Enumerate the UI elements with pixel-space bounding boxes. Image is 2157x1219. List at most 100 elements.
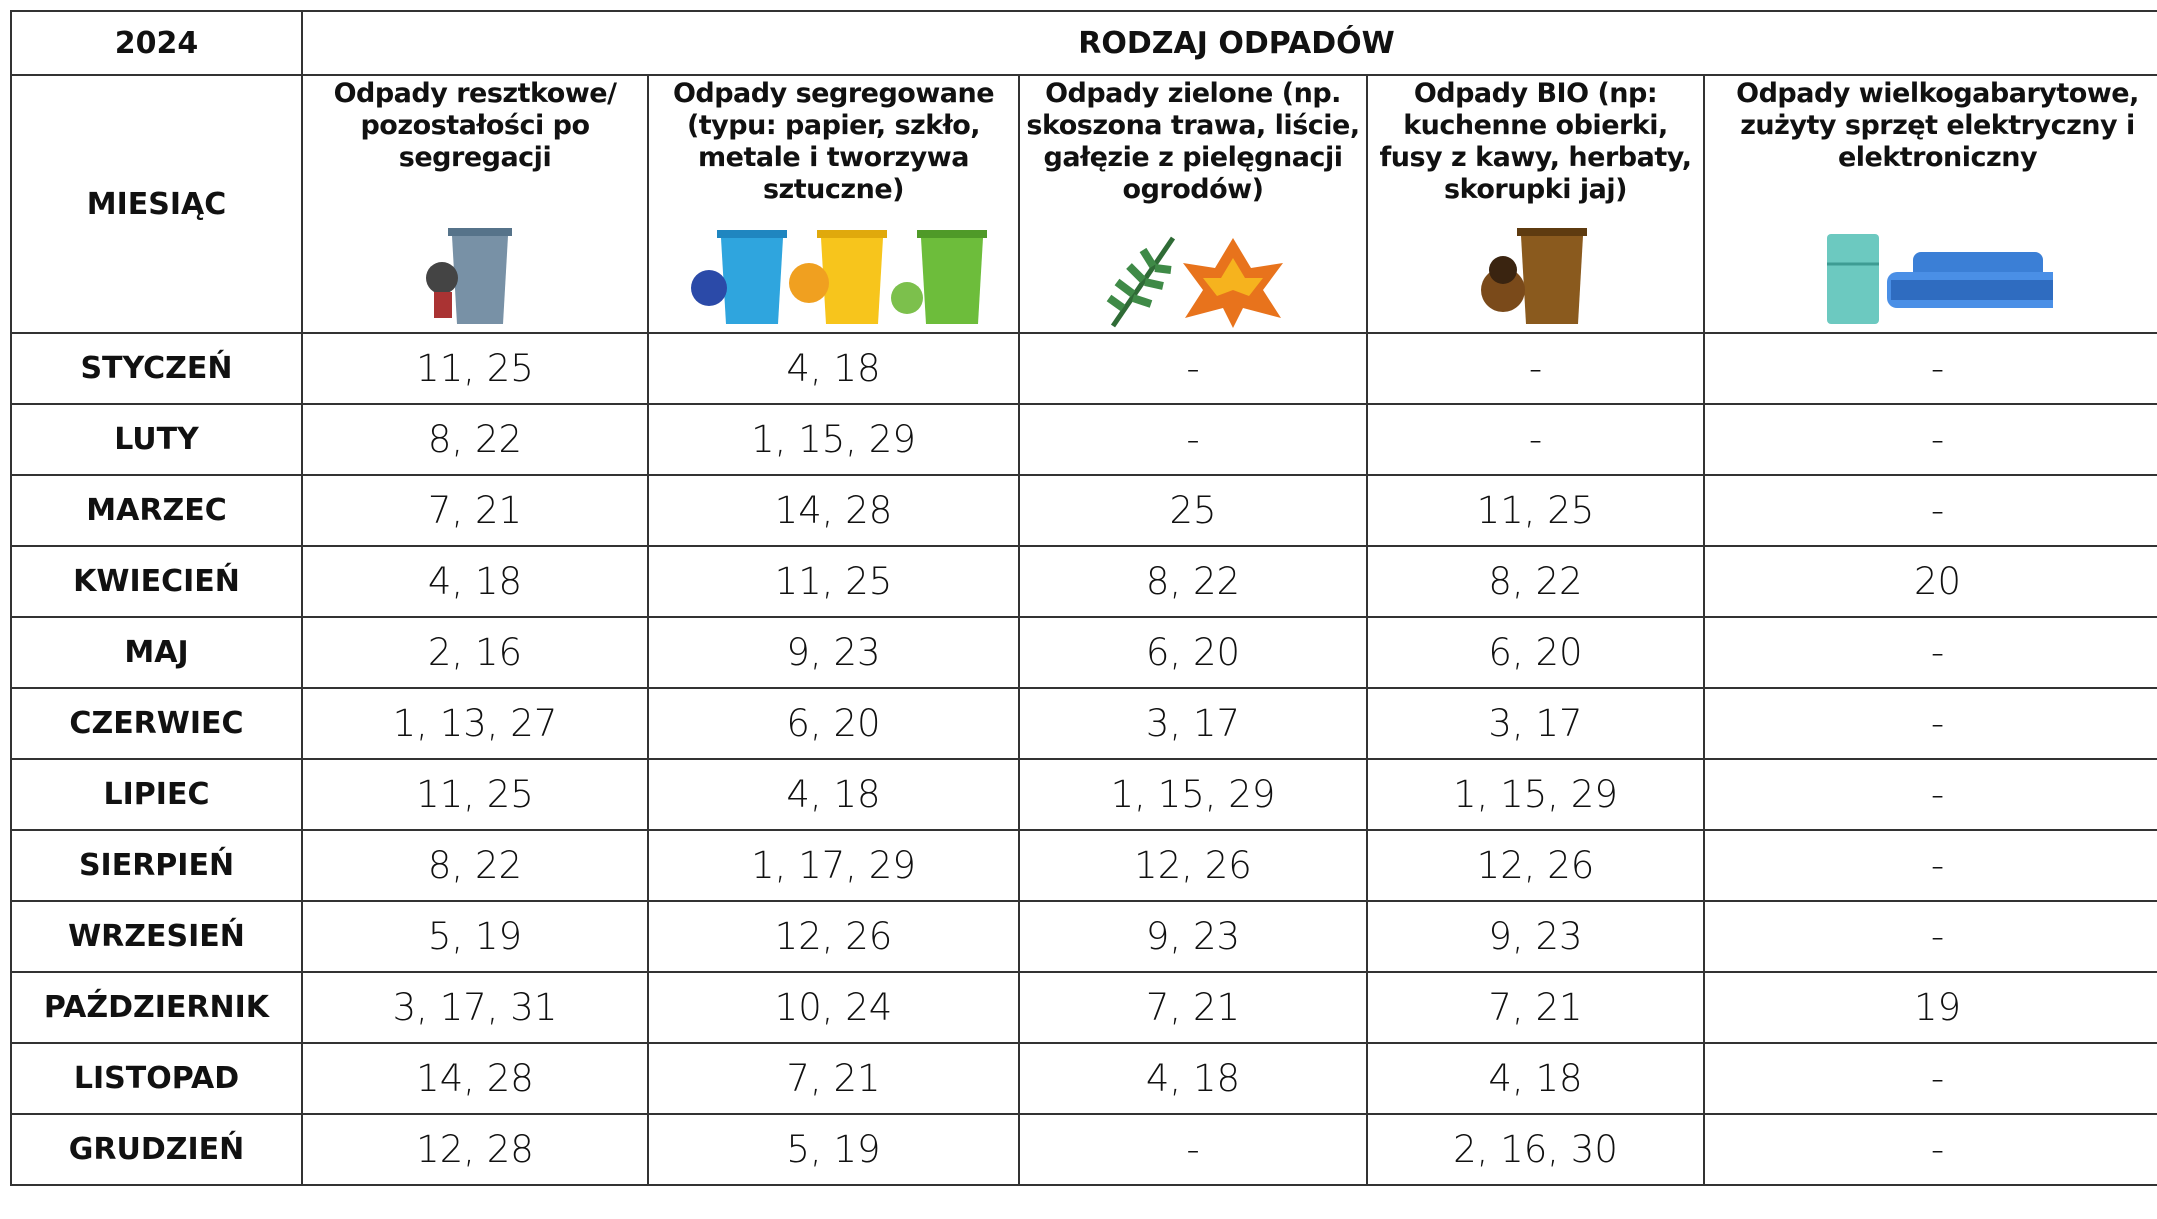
pickup-dates: 12, 26 <box>1019 830 1367 901</box>
month: MAJ <box>11 617 302 688</box>
pickup-dates: 5, 19 <box>302 901 648 972</box>
furniture-icon <box>1823 218 2053 328</box>
pickup-dates: - <box>1019 404 1367 475</box>
column-header: Odpady segregowane (typu: papier, szkło,… <box>648 75 1019 333</box>
pickup-dates: 8, 22 <box>302 404 648 475</box>
pickup-dates: - <box>1704 759 2157 830</box>
pickup-dates: 1, 15, 29 <box>1019 759 1367 830</box>
pickup-dates: 14, 28 <box>648 475 1019 546</box>
pickup-dates: 1, 15, 29 <box>648 404 1019 475</box>
pickup-dates: 4, 18 <box>648 759 1019 830</box>
column-header: Odpady wielkogabarytowe, zużyty sprzęt e… <box>1704 75 2157 333</box>
pickup-dates: 11, 25 <box>302 333 648 404</box>
pickup-dates: 1, 17, 29 <box>648 830 1019 901</box>
pickup-dates: 1, 13, 27 <box>302 688 648 759</box>
column-header: Odpady BIO (np: kuchenne obierki, fusy z… <box>1367 75 1704 333</box>
pickup-dates: - <box>1704 333 2157 404</box>
month: PAŹDZIERNIK <box>11 972 302 1043</box>
pickup-dates: - <box>1019 333 1367 404</box>
pickup-dates: 6, 20 <box>648 688 1019 759</box>
bin-icons <box>669 218 999 328</box>
month: GRUDZIEŃ <box>11 1114 302 1185</box>
pickup-dates: - <box>1704 617 2157 688</box>
pickup-dates: 6, 20 <box>1019 617 1367 688</box>
pickup-dates: 9, 23 <box>1019 901 1367 972</box>
month: CZERWIEC <box>11 688 302 759</box>
pickup-dates: 12, 28 <box>302 1114 648 1185</box>
column-label: Odpady segregowane (typu: papier, szkło,… <box>649 76 1018 228</box>
bin-icon <box>1471 218 1601 328</box>
pickup-dates: 12, 26 <box>1367 830 1704 901</box>
pickup-dates: 11, 25 <box>1367 475 1704 546</box>
year: 2024 <box>11 11 302 75</box>
pickup-dates: 3, 17 <box>1019 688 1367 759</box>
column-label: Odpady resztkowe/ pozostałości po segreg… <box>303 76 647 228</box>
pickup-dates: - <box>1704 830 2157 901</box>
title: RODZAJ ODPADÓW <box>302 11 2157 75</box>
month: KWIECIEŃ <box>11 546 302 617</box>
page: Harmonogram 2024 {"header": {"year": "20… <box>0 0 2157 1219</box>
pickup-dates: 12, 26 <box>648 901 1019 972</box>
pickup-dates: - <box>1704 404 2157 475</box>
pickup-dates: 3, 17, 31 <box>302 972 648 1043</box>
pickup-dates: 10, 24 <box>648 972 1019 1043</box>
column-label: Odpady BIO (np: kuchenne obierki, fusy z… <box>1368 76 1703 228</box>
pickup-dates: - <box>1704 1043 2157 1114</box>
pickup-dates: 4, 18 <box>1019 1043 1367 1114</box>
pickup-dates: 5, 19 <box>648 1114 1019 1185</box>
pickup-dates: 7, 21 <box>1019 972 1367 1043</box>
pickup-dates: 20 <box>1704 546 2157 617</box>
column-label: Odpady wielkogabarytowe, zużyty sprzęt e… <box>1705 76 2157 228</box>
pickup-dates: - <box>1704 1114 2157 1185</box>
bin-icon <box>420 218 530 328</box>
pickup-dates: 11, 25 <box>648 546 1019 617</box>
pickup-dates: 19 <box>1704 972 2157 1043</box>
month: SIERPIEŃ <box>11 830 302 901</box>
column-header: Odpady resztkowe/ pozostałości po segreg… <box>302 75 648 333</box>
month: MARZEC <box>11 475 302 546</box>
pickup-dates: - <box>1704 901 2157 972</box>
month: LUTY <box>11 404 302 475</box>
pickup-dates: 2, 16 <box>302 617 648 688</box>
pickup-dates: 11, 25 <box>302 759 648 830</box>
month: STYCZEŃ <box>11 333 302 404</box>
month: LIPIEC <box>11 759 302 830</box>
pickup-dates: - <box>1367 404 1704 475</box>
pickup-dates: 9, 23 <box>1367 901 1704 972</box>
pickup-dates: 14, 28 <box>302 1043 648 1114</box>
pickup-dates: 7, 21 <box>1367 972 1704 1043</box>
pickup-dates: - <box>1367 333 1704 404</box>
pickup-dates: 25 <box>1019 475 1367 546</box>
column-header: Odpady zielone (np. skoszona trawa, liśc… <box>1019 75 1367 333</box>
pickup-dates: - <box>1019 1114 1367 1185</box>
pickup-dates: 6, 20 <box>1367 617 1704 688</box>
pickup-dates: 2, 16, 30 <box>1367 1114 1704 1185</box>
pickup-dates: 8, 22 <box>1019 546 1367 617</box>
plant-icon <box>1093 218 1293 328</box>
month: WRZESIEŃ <box>11 901 302 972</box>
schedule-table: 2024 RODZAJ ODPADÓW MIESIĄC Odpady reszt… <box>10 10 2157 1186</box>
pickup-dates: 7, 21 <box>302 475 648 546</box>
pickup-dates: 7, 21 <box>648 1043 1019 1114</box>
pickup-dates: - <box>1704 475 2157 546</box>
pickup-dates: 3, 17 <box>1367 688 1704 759</box>
month-label: MIESIĄC <box>11 75 302 333</box>
pickup-dates: - <box>1704 688 2157 759</box>
pickup-dates: 8, 22 <box>302 830 648 901</box>
month: LISTOPAD <box>11 1043 302 1114</box>
body: 2024 RODZAJ ODPADÓW MIESIĄC Odpady reszt… <box>0 0 2157 1219</box>
pickup-dates: 4, 18 <box>648 333 1019 404</box>
pickup-dates: 4, 18 <box>1367 1043 1704 1114</box>
